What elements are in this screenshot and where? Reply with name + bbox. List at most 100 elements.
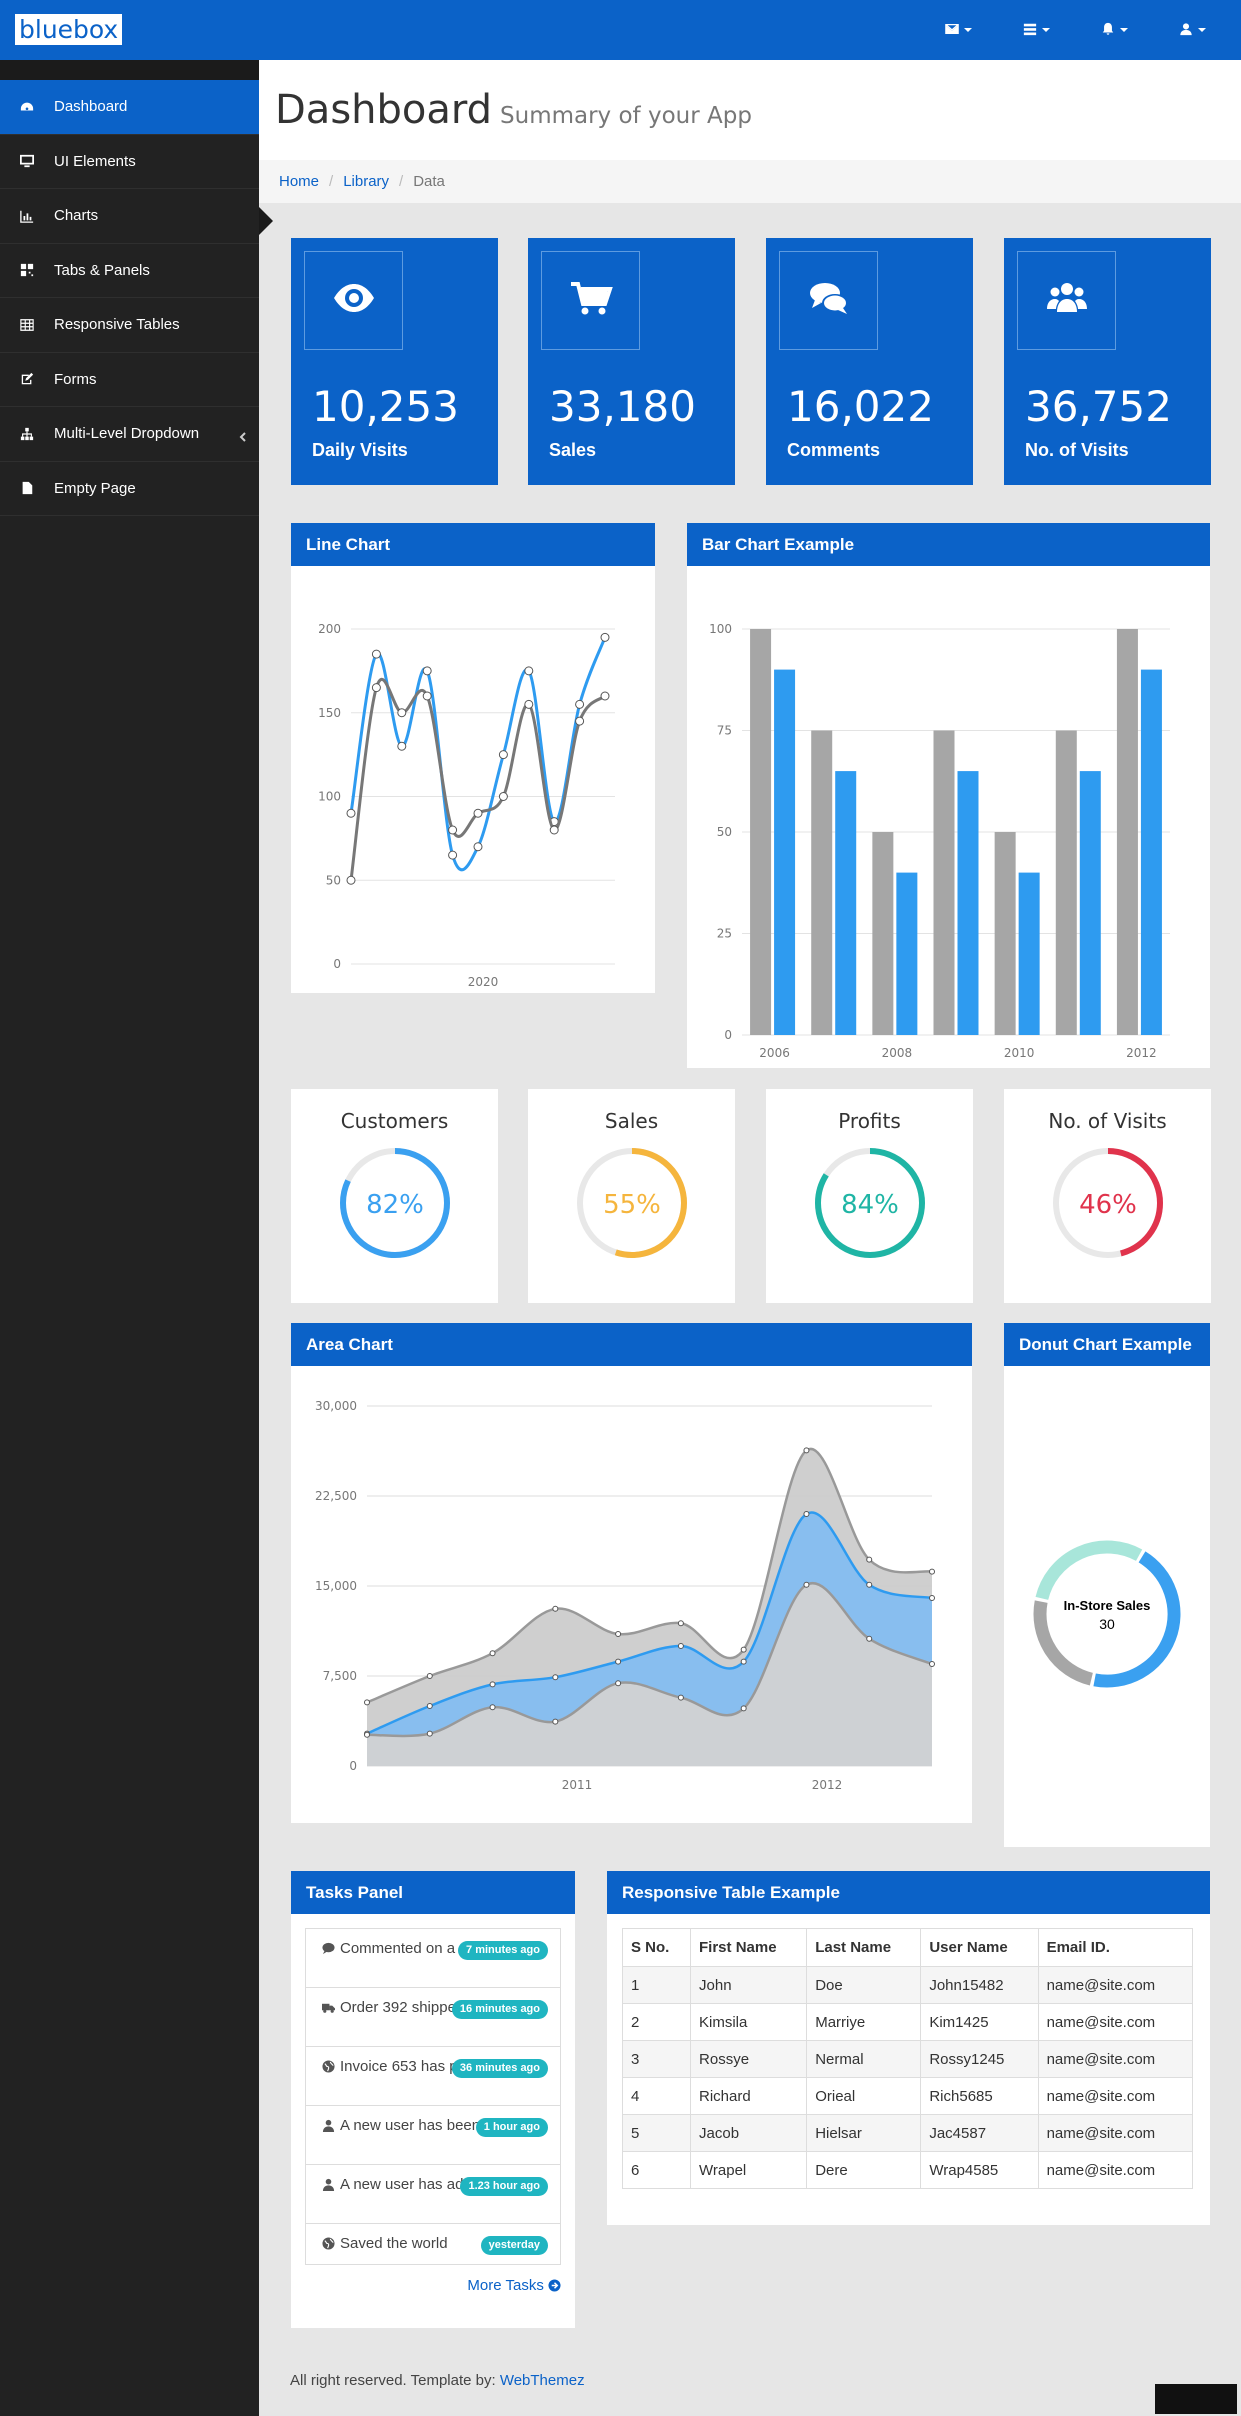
y-tick-label: 0 bbox=[724, 1028, 732, 1042]
bell-icon bbox=[1101, 22, 1115, 39]
user-icon bbox=[322, 2118, 336, 2132]
data-point bbox=[929, 1661, 935, 1667]
sidebar-item-forms[interactable]: Forms bbox=[0, 353, 259, 407]
y-tick-label: 22,500 bbox=[315, 1489, 357, 1503]
stat-value: 36,752 bbox=[1025, 382, 1172, 431]
area-chart-panel: Area Chart 0 7,500 15,000 22,500 30,000 2011 2… bbox=[291, 1323, 972, 1823]
caret-down-icon bbox=[1119, 28, 1128, 32]
y-tick-label: 150 bbox=[318, 706, 341, 720]
panel-heading: Tasks Panel bbox=[291, 1871, 575, 1914]
gauge-arc bbox=[576, 1148, 687, 1258]
bar bbox=[896, 872, 918, 1035]
gauge-title: No. of Visits bbox=[1048, 1109, 1167, 1133]
stat-tile-sales[interactable]: 33,180 Sales bbox=[528, 238, 735, 485]
table-row: 3 Rossye Nermal Rossy1245 name@site.com bbox=[621, 2040, 1194, 2078]
table-cell: name@site.com bbox=[1037, 2077, 1194, 2115]
gauge-title: Customers bbox=[340, 1109, 449, 1133]
comments-icon bbox=[807, 276, 851, 325]
table-cell: Rich5685 bbox=[920, 2077, 1039, 2115]
table-cell: Richard bbox=[690, 2077, 808, 2115]
data-point bbox=[803, 1447, 810, 1454]
stat-label: Sales bbox=[549, 440, 597, 460]
stat-tile-daily-visits[interactable]: 10,253 Daily Visits bbox=[291, 238, 498, 485]
data-point bbox=[929, 1568, 935, 1575]
table-cell: Dere bbox=[806, 2151, 922, 2189]
desktop-icon bbox=[18, 152, 36, 170]
task-item[interactable]: Commented on a post 7 minutes ago bbox=[305, 1928, 561, 1988]
y-tick-label: 7,500 bbox=[323, 1669, 357, 1683]
sidebar-item-tabs-panels[interactable]: Tabs & Panels bbox=[0, 244, 259, 298]
table-cell: name@site.com bbox=[1037, 2003, 1194, 2041]
data-point bbox=[803, 1511, 810, 1517]
globe-icon bbox=[322, 2059, 336, 2073]
column-header[interactable]: Last Name bbox=[806, 1928, 922, 1967]
footer-credit-link[interactable]: WebThemez bbox=[499, 2372, 585, 2389]
stat-value: 33,180 bbox=[549, 382, 696, 431]
data-point bbox=[473, 842, 483, 852]
x-tick-label: 2011 bbox=[562, 1778, 593, 1792]
tasks-icon bbox=[1023, 22, 1037, 39]
responsive-table-panel: Responsive Table Example S No. First Nam… bbox=[607, 1871, 1210, 2225]
table-cell: 6 bbox=[621, 2151, 692, 2189]
column-header[interactable]: First Name bbox=[690, 1928, 808, 1967]
gauge-ring: 84% bbox=[814, 1148, 925, 1258]
sidebar-item-charts[interactable]: Charts bbox=[0, 189, 259, 244]
series-line bbox=[349, 636, 607, 872]
y-tick-label: 50 bbox=[326, 873, 341, 887]
table-cell: name@site.com bbox=[1037, 1966, 1194, 2004]
table-cell: Nermal bbox=[806, 2040, 922, 2078]
sidebar-item-empty-page[interactable]: Empty Page bbox=[0, 462, 259, 516]
breadcrumb-library-link[interactable]: Library bbox=[343, 173, 390, 190]
task-item[interactable]: Order 392 shipped 16 minutes ago bbox=[305, 1987, 561, 2047]
data-point bbox=[803, 1581, 810, 1588]
breadcrumb-home-link[interactable]: Home bbox=[279, 173, 320, 190]
task-item[interactable]: Saved the world yesterday bbox=[305, 2223, 561, 2265]
table-cell: name@site.com bbox=[1037, 2114, 1194, 2152]
time-badge: yesterday bbox=[480, 2236, 548, 2255]
task-item[interactable]: Invoice 653 has paid 36 minutes ago bbox=[305, 2046, 561, 2106]
gauge-ring: 46% bbox=[1052, 1148, 1163, 1258]
page-title: Dashboard Summary of your App bbox=[275, 87, 752, 133]
dashboard-icon bbox=[18, 98, 36, 116]
donut-slice bbox=[1033, 1600, 1094, 1686]
gauge-arc bbox=[814, 1148, 925, 1258]
more-tasks-link[interactable]: More Tasks bbox=[467, 2277, 561, 2294]
donut-slice bbox=[1093, 1551, 1181, 1688]
data-point bbox=[426, 1673, 433, 1679]
bar bbox=[774, 669, 796, 1035]
column-header[interactable]: Email ID. bbox=[1037, 1928, 1194, 1967]
gauge-ring: 55% bbox=[576, 1148, 687, 1258]
panel-heading: Line Chart bbox=[291, 523, 655, 566]
stat-label: Daily Visits bbox=[312, 440, 408, 460]
gauge-value: 55% bbox=[603, 1190, 661, 1220]
data-point bbox=[524, 699, 534, 709]
alerts-dropdown[interactable] bbox=[1075, 0, 1153, 60]
stat-tile-no-of-visits[interactable]: 36,752 No. of Visits bbox=[1004, 238, 1211, 485]
column-header[interactable]: S No. bbox=[621, 1928, 692, 1967]
sidebar-item-dashboard[interactable]: Dashboard bbox=[0, 80, 259, 135]
stat-tile-comments[interactable]: 16,022 Comments bbox=[766, 238, 973, 485]
line-chart: 0 50 100 150 200 2020 bbox=[318, 622, 615, 989]
bar bbox=[1055, 730, 1077, 1035]
sidebar-item-responsive-tables[interactable]: Responsive Tables bbox=[0, 298, 259, 353]
task-item[interactable]: A new user has been added 1 hour ago bbox=[305, 2105, 561, 2165]
gauge-no-of-visits: No. of Visits 46% bbox=[1004, 1089, 1211, 1303]
task-item[interactable]: A new user has added 1.23 hour ago bbox=[305, 2164, 561, 2224]
x-tick-label: 2010 bbox=[1004, 1046, 1035, 1060]
gauge-title: Sales bbox=[604, 1109, 659, 1133]
sidebar-item-multi-level-dropdown[interactable]: Multi-Level Dropdown bbox=[0, 407, 259, 462]
gauge-value: 82% bbox=[366, 1190, 424, 1220]
panel-heading: Area Chart bbox=[291, 1323, 972, 1366]
bar bbox=[872, 832, 894, 1035]
time-badge: 16 minutes ago bbox=[451, 2000, 548, 2019]
donut-center-label: In-Store Sales bbox=[1064, 1598, 1151, 1613]
panel-heading: Responsive Table Example bbox=[607, 1871, 1210, 1914]
column-header[interactable]: User Name bbox=[920, 1928, 1039, 1967]
user-dropdown[interactable] bbox=[1153, 0, 1231, 60]
messages-dropdown[interactable] bbox=[919, 0, 997, 60]
gauge-ring: 82% bbox=[339, 1148, 450, 1258]
sidebar-item-ui-elements[interactable]: UI Elements bbox=[0, 135, 259, 189]
tasks-dropdown[interactable] bbox=[997, 0, 1075, 60]
brand-logo[interactable]: bluebox bbox=[15, 14, 123, 45]
data-point bbox=[489, 1650, 496, 1657]
